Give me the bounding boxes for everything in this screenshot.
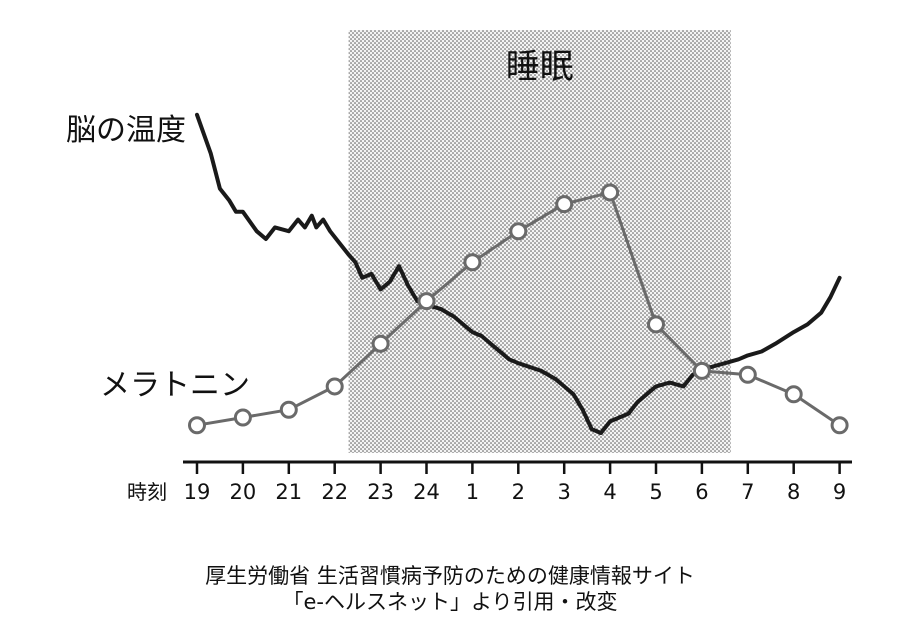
melatonin-point [417,292,436,311]
x-tick-label: 22 [321,480,348,504]
melatonin-point [784,385,803,404]
sleep-label: 睡眠 [506,47,574,87]
x-tick-label: 20 [230,480,257,504]
x-tick-label: 8 [787,480,800,504]
x-tick-label: 9 [833,480,846,504]
melatonin-point [279,400,298,419]
series-layer [188,112,849,435]
melatonin-point [738,365,757,384]
x-tick-label: 2 [512,480,525,504]
x-tick-label: 23 [367,480,394,504]
credit-line-2: 「e-ヘルスネット」より引用・改変 [282,590,618,614]
melatonin-point [233,408,252,427]
x-tick-label: 19 [184,480,211,504]
melatonin-point [601,183,620,202]
sleep-region [348,30,731,453]
x-tick-label: 4 [603,480,616,504]
melatonin-point [188,416,206,435]
x-axis-label: 時刻 [127,480,167,504]
x-tick-label: 5 [649,480,662,504]
x-tick-label: 3 [558,480,571,504]
melatonin-point [830,416,849,435]
melatonin-point [555,195,574,214]
melatonin-point [509,222,528,241]
melatonin-label: メラトニン [100,368,250,403]
credit-line-1: 厚生労働省 生活習慣病予防のための健康情報サイト [205,564,695,588]
melatonin-point [692,361,711,380]
x-ticks: 19 20 21 22 23 24 1 2 3 4 5 6 7 8 9 [184,462,846,504]
melatonin-point [371,334,390,353]
chart: 睡眠 19 20 21 22 23 24 1 2 3 4 5 6 7 8 9 時刻 脳の温度 メラトニン [66,30,852,504]
x-tick-label: 6 [695,480,708,504]
melatonin-point [647,315,665,334]
brain-temperature-label: 脳の温度 [66,113,186,148]
melatonin-point [325,377,344,396]
x-tick-label: 24 [413,480,440,504]
x-tick-label: 21 [275,480,302,504]
x-tick-label: 1 [466,480,479,504]
melatonin-point [463,253,482,272]
x-tick-label: 7 [741,480,754,504]
